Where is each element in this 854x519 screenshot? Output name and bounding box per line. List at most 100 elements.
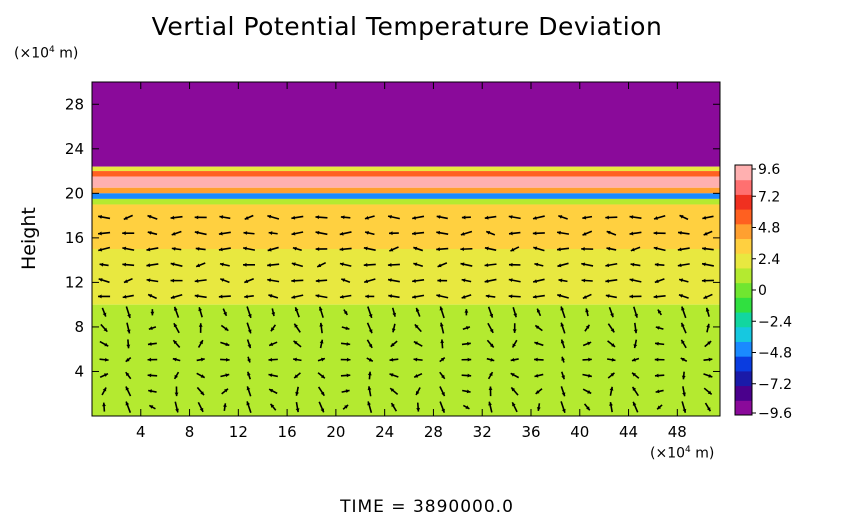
flow-arrowhead xyxy=(439,322,444,327)
flow-arrowhead xyxy=(701,278,706,283)
flow-arrowhead xyxy=(243,246,247,251)
flow-arrowhead xyxy=(339,294,344,299)
colorbar-swatch xyxy=(735,385,752,401)
flow-arrowhead xyxy=(98,231,102,236)
flow-arrowhead xyxy=(315,247,320,251)
flow-arrowhead xyxy=(291,278,295,283)
colorbar-swatch xyxy=(735,253,752,269)
vector-field xyxy=(98,214,714,414)
flow-arrowhead xyxy=(320,408,325,413)
flow-arrowhead xyxy=(267,247,272,252)
flow-arrowhead xyxy=(561,408,566,413)
flow-arrowhead xyxy=(653,294,658,299)
flow-arrowhead xyxy=(532,294,537,299)
flow-arrowhead xyxy=(654,279,659,283)
flow-arrowhead xyxy=(508,294,513,299)
flow-arrowhead xyxy=(439,306,444,311)
flow-arrowhead xyxy=(148,326,153,330)
flow-arrowhead xyxy=(413,357,418,362)
flow-arrowhead xyxy=(171,231,176,236)
flow-arrowhead xyxy=(460,262,465,267)
flow-arrowhead xyxy=(98,215,102,219)
flow-arrowhead xyxy=(582,295,587,299)
flow-arrowhead xyxy=(218,294,223,299)
flow-arrowhead xyxy=(488,386,493,390)
flow-arrowhead xyxy=(484,246,489,251)
flow-arrowhead xyxy=(219,262,224,267)
colorbar-swatch xyxy=(735,267,752,284)
flow-arrowhead xyxy=(466,389,471,394)
y-tick-label: 12 xyxy=(65,273,84,291)
flow-arrowhead xyxy=(629,278,634,282)
flow-arrowhead xyxy=(535,390,540,394)
flow-arrowhead xyxy=(391,328,396,333)
flow-arrowhead xyxy=(225,357,230,362)
flow-arrowhead xyxy=(679,215,684,219)
x-tick-label: 8 xyxy=(185,423,195,441)
flow-arrowhead xyxy=(489,343,494,348)
flow-arrowhead xyxy=(122,262,127,267)
flow-arrowhead xyxy=(629,215,634,219)
flow-arrowhead xyxy=(609,386,614,391)
flow-arrowhead xyxy=(534,373,539,378)
x-tick-label: 24 xyxy=(375,423,394,441)
flow-arrowhead xyxy=(122,231,126,236)
flow-arrowhead xyxy=(99,262,104,267)
flow-arrowhead xyxy=(484,279,489,283)
flow-arrowhead xyxy=(368,329,373,334)
flow-arrowhead xyxy=(243,231,248,235)
flow-arrowhead xyxy=(126,329,131,334)
flow-arrowhead xyxy=(391,402,395,407)
flow-arrowhead xyxy=(363,263,368,267)
flow-arrowhead xyxy=(389,373,394,377)
flow-arrowhead xyxy=(294,323,298,328)
flow-arrowhead xyxy=(678,294,683,298)
flow-arrowhead xyxy=(270,403,275,408)
flow-arrowhead xyxy=(318,306,323,311)
flow-arrowhead xyxy=(103,373,108,377)
heatmap-band-0 xyxy=(92,82,720,167)
flow-arrowhead xyxy=(461,215,466,220)
flow-arrowhead xyxy=(557,263,562,268)
colorbar-tick-label: −4.8 xyxy=(758,346,792,362)
flow-arrowhead xyxy=(512,329,517,333)
flow-arrowhead xyxy=(388,294,393,298)
flow-arrowhead xyxy=(605,279,610,283)
flow-arrowhead xyxy=(702,246,706,251)
flow-arrowhead xyxy=(368,313,373,318)
y-unit-prefix: (×10 xyxy=(14,45,50,62)
flow-arrowhead xyxy=(365,231,369,235)
flow-arrowhead xyxy=(367,386,372,391)
flow-arrowhead xyxy=(170,295,175,299)
flow-arrowhead xyxy=(532,216,537,220)
flow-arrowhead xyxy=(244,216,249,220)
flow-arrowhead xyxy=(513,313,518,318)
flow-arrowhead xyxy=(412,279,416,283)
flow-arrowhead xyxy=(681,306,685,311)
y-unit-suffix: m) xyxy=(54,45,79,62)
flow-arrowhead xyxy=(677,263,682,268)
heatmap-band-9 xyxy=(92,304,720,416)
flow-arrowhead xyxy=(536,308,541,313)
flow-arrowhead xyxy=(147,215,152,219)
flow-arrowhead xyxy=(368,343,373,348)
x-tick-label: 4 xyxy=(136,423,146,441)
flow-arrowhead xyxy=(467,373,472,378)
flow-arrowhead xyxy=(389,247,394,252)
flow-arrowhead xyxy=(199,407,204,412)
flow-arrowhead xyxy=(267,214,272,219)
flow-arrowhead xyxy=(436,215,441,219)
flow-arrowhead xyxy=(388,278,392,283)
flow-arrowhead xyxy=(561,392,566,397)
flow-arrowhead xyxy=(104,342,109,347)
colorbar-swatch xyxy=(735,370,752,387)
flow-arrowhead xyxy=(125,401,130,406)
x-tick-label: 28 xyxy=(424,423,443,441)
flow-arrowhead xyxy=(488,401,492,406)
flow-arrowhead xyxy=(706,407,711,412)
time-label: TIME = 3890000.0 xyxy=(340,497,514,517)
y-axis-unit: (×104 m) xyxy=(14,45,78,62)
flow-arrowhead xyxy=(535,325,540,330)
flow-arrowhead xyxy=(465,326,470,330)
